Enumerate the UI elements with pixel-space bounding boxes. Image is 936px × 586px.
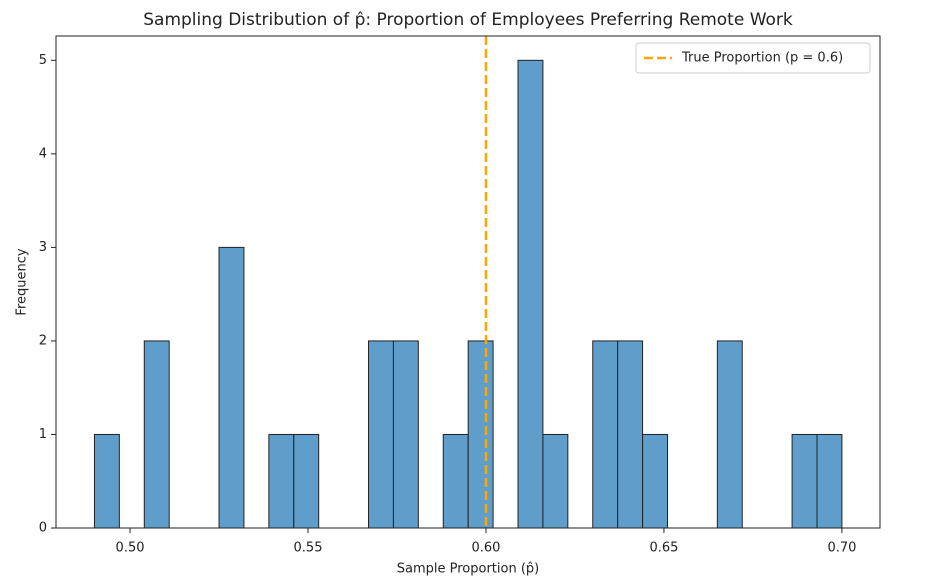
bar — [642, 433, 669, 529]
bar — [143, 340, 170, 529]
y-tick-label: 5 — [39, 53, 47, 68]
x-tick-label: 0.65 — [649, 541, 678, 556]
bar — [467, 340, 494, 529]
bar — [791, 433, 818, 529]
legend-box — [635, 42, 871, 74]
bar — [293, 433, 320, 529]
bar — [816, 433, 843, 529]
y-tick-label: 4 — [39, 146, 47, 161]
y-tick-label: 1 — [39, 427, 47, 442]
bar — [368, 340, 394, 529]
x-tick-label: 0.55 — [294, 541, 323, 556]
bar — [542, 433, 569, 529]
bar — [442, 433, 469, 529]
bar — [268, 433, 295, 529]
y-tick-label: 0 — [39, 521, 47, 536]
bar — [716, 340, 743, 529]
x-tick-label: 0.60 — [471, 541, 500, 556]
x-axis-label: Sample Proportion (p̂) — [397, 562, 539, 577]
bar — [392, 340, 419, 529]
bar — [93, 433, 120, 529]
plot-frame — [55, 35, 881, 529]
x-tick-label: 0.50 — [116, 541, 145, 556]
bar — [517, 59, 544, 529]
y-tick-label: 3 — [39, 240, 47, 255]
bar — [592, 340, 619, 529]
bar — [218, 246, 245, 529]
x-tick-label: 0.70 — [827, 541, 856, 556]
y-axis-label: Frequency — [15, 248, 30, 315]
chart-title: Sampling Distribution of p̂: Proportion … — [143, 10, 793, 30]
legend-label: True Proportion (p = 0.6) — [681, 51, 843, 66]
bar — [617, 340, 644, 529]
y-tick-label: 2 — [39, 333, 47, 348]
